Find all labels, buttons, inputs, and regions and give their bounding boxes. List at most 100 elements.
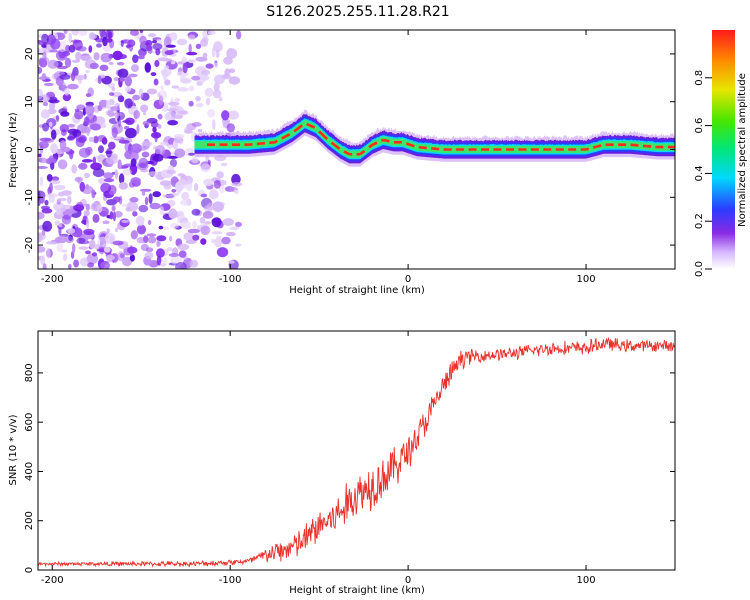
noise-blob (177, 243, 190, 251)
noise-blob (207, 109, 216, 118)
noise-blob (100, 182, 112, 194)
noise-blob (235, 221, 242, 227)
noise-blob (159, 180, 172, 187)
noise-blob (214, 237, 222, 248)
noise-blob (38, 57, 44, 65)
noise-blob (114, 91, 121, 96)
noise-blob (88, 136, 95, 142)
noise-blob (139, 30, 144, 34)
noise-blob (38, 141, 49, 149)
noise-blob (149, 202, 161, 210)
noise-blob (96, 43, 102, 48)
colorbar-ticks: 0.0 0.2 0.4 0.6 0.8 (694, 70, 712, 277)
noise-blob (92, 156, 97, 165)
noise-blob (59, 124, 69, 133)
noise-blob (162, 69, 168, 81)
noise-blob (108, 61, 114, 65)
noise-blob (107, 31, 113, 39)
noise-blob (63, 30, 68, 35)
noise-blob (111, 127, 118, 138)
noise-blob (148, 193, 153, 205)
noise-blob (214, 74, 225, 85)
noise-blob (147, 236, 157, 244)
noise-blob (78, 246, 89, 250)
noise-blob (46, 174, 53, 182)
noise-blob (106, 228, 110, 234)
noise-blob (218, 96, 223, 102)
snr-line (38, 336, 675, 568)
noise-blob (213, 62, 219, 69)
noise-blob (166, 108, 179, 112)
noise-blob (100, 52, 112, 63)
noise-blob (114, 103, 121, 107)
noise-blob (216, 171, 224, 179)
snr-x-tick-label: 0 (405, 575, 411, 586)
noise-blob (117, 61, 125, 66)
noise-blob (159, 205, 165, 215)
noise-blob (200, 163, 211, 173)
noise-blob (39, 137, 52, 142)
noise-blob (72, 39, 83, 51)
noise-blob (57, 154, 61, 158)
noise-blob (57, 235, 67, 244)
noise-blob (179, 76, 187, 81)
spectrogram-x-tick-label: 0 (405, 274, 411, 285)
noise-blob (192, 220, 197, 229)
noise-blob (176, 210, 184, 217)
noise-blob (163, 226, 170, 231)
noise-blob (129, 197, 139, 203)
noise-blob (208, 189, 219, 200)
noise-blob (91, 202, 98, 212)
colorbar-label: Normalized spectral amplitude (737, 73, 748, 227)
snr-x-tick-label: -100 (219, 575, 242, 586)
snr-y-ticks: 0 200 400 600 800 (24, 363, 675, 573)
noise-blob (74, 74, 86, 81)
noise-blob (58, 223, 62, 228)
noise-blob (64, 88, 70, 96)
noise-blob (102, 220, 110, 225)
snr-x-tick-label: 100 (576, 575, 595, 586)
noise-blob (166, 169, 177, 175)
noise-blob (164, 79, 171, 86)
noise-blob (186, 180, 193, 192)
noise-blob (160, 85, 164, 91)
noise-blob (99, 64, 109, 72)
noise-blob (183, 232, 195, 242)
noise-blob (144, 196, 149, 206)
noise-blob (141, 190, 146, 196)
noise-blob (158, 225, 164, 230)
noise-blob (168, 101, 180, 106)
noise-blob (174, 114, 183, 120)
noise-blob (49, 182, 53, 194)
noise-blob (166, 247, 173, 252)
noise-blob (55, 206, 62, 216)
spectrogram-x-tick-label: -200 (41, 274, 64, 285)
noise-blob (83, 228, 95, 235)
noise-blob (163, 36, 172, 47)
noise-blob (157, 57, 169, 62)
spectrogram-y-tick-label: -10 (24, 189, 35, 205)
noise-blob (118, 139, 130, 144)
noise-blob (60, 111, 70, 117)
noise-blob (67, 128, 79, 135)
noise-blob (81, 159, 93, 163)
noise-blob (118, 117, 122, 128)
noise-blob (41, 33, 49, 45)
spectrogram-y-tick-label: -20 (24, 237, 35, 253)
noise-blob (62, 93, 72, 102)
noise-blob (204, 221, 211, 225)
noise-blob (98, 177, 106, 185)
noise-blob (119, 77, 125, 82)
noise-blob (212, 119, 216, 130)
noise-blob (139, 188, 152, 192)
noise-blob (131, 64, 139, 73)
noise-blob (124, 76, 132, 87)
noise-blob (132, 94, 141, 101)
noise-blob (108, 141, 116, 150)
noise-blob (114, 211, 123, 218)
noise-blob (169, 235, 173, 242)
noise-blob (105, 99, 111, 110)
noise-blob (38, 157, 48, 164)
noise-blob (117, 68, 129, 79)
noise-blob (168, 208, 178, 219)
